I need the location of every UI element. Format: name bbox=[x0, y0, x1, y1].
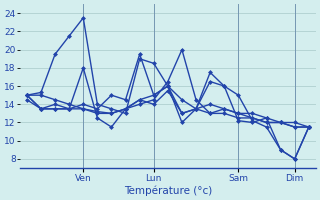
X-axis label: Température (°c): Température (°c) bbox=[124, 185, 212, 196]
